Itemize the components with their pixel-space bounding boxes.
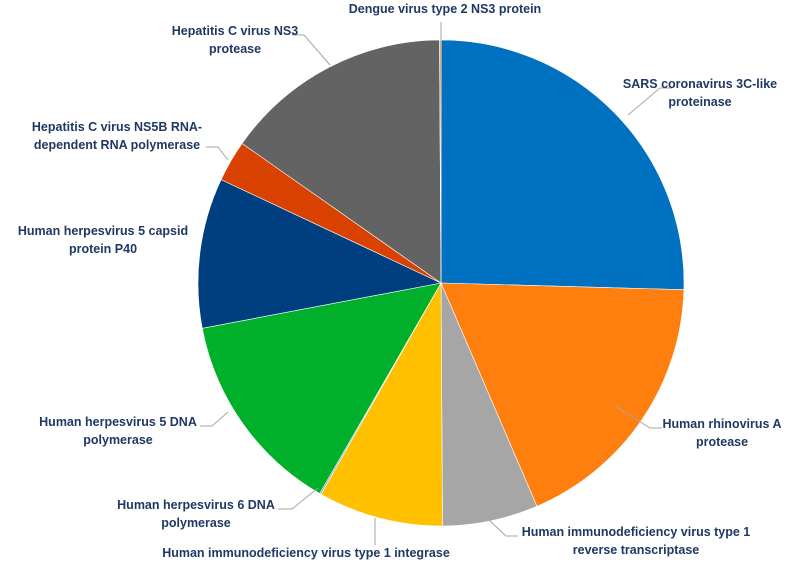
slice-label-human-immunodeficiency-virus-type-1-reverse-transcriptase: Human immunodeficiency virus type 1 rever…	[522, 525, 751, 557]
leader-line-human-herpesvirus-6-dna-polymerase	[278, 487, 319, 510]
slice-label-hepatitis-c-virus-ns3-protease: Hepatitis C virus NS3 protease	[172, 24, 298, 56]
leader-line-hepatitis-c-virus-ns3-protease	[292, 34, 331, 66]
pie-slice-sars-coronavirus-3c-like-proteinase	[440, 39, 685, 291]
slice-label-human-herpesvirus-5-capsid-protein-p40: Human herpesvirus 5 capsid protein P40	[18, 224, 188, 256]
slice-label-human-herpesvirus-5-dna-polymerase: Human herpesvirus 5 DNA polymerase	[39, 415, 197, 447]
leader-line-sars-coronavirus-3c-like-proteinase	[627, 87, 672, 116]
leader-lines	[200, 22, 672, 545]
leader-line-hepatitis-c-virus-ns5b-rna-dependent-rna-polymerase	[206, 146, 229, 161]
slice-label-human-herpesvirus-6-dna-polymerase: Human herpesvirus 6 DNA polymerase	[117, 498, 275, 530]
slice-label-hepatitis-c-virus-ns5b-rna-dependent-rna-polymerase: Hepatitis C virus NS5B RNA-dependent RNA…	[32, 120, 202, 152]
pie-slice-human-herpesvirus-5-dna-polymerase	[201, 282, 442, 494]
slice-label-sars-coronavirus-3c-like-proteinase: SARS coronavirus 3C-like proteinase	[623, 77, 777, 109]
pie-slice-hepatitis-c-virus-ns3-protease	[241, 39, 442, 284]
leader-line-human-herpesvirus-5-dna-polymerase	[200, 411, 229, 427]
slice-label-dengue-virus-type-2-ns3-protein: Dengue virus type 2 NS3 protein	[349, 2, 541, 16]
slice-labels: SARS coronavirus 3C-like proteinase Human …	[18, 2, 782, 560]
pie-slices	[197, 39, 685, 527]
pie-slice-human-rhinovirus-a-protease	[440, 282, 685, 507]
pie-slice-human-herpesvirus-5-capsid-protein-p40	[197, 179, 442, 329]
slice-label-human-immunodeficiency-virus-type-1-integrase: Human immunodeficiency virus type 1 inte…	[162, 546, 450, 560]
pie-slice-human-immunodeficiency-virus-type-1-integrase	[320, 281, 443, 527]
leader-line-human-rhinovirus-a-protease	[614, 405, 662, 429]
leader-line-human-immunodeficiency-virus-type-1-reverse-transcriptase	[488, 519, 518, 537]
